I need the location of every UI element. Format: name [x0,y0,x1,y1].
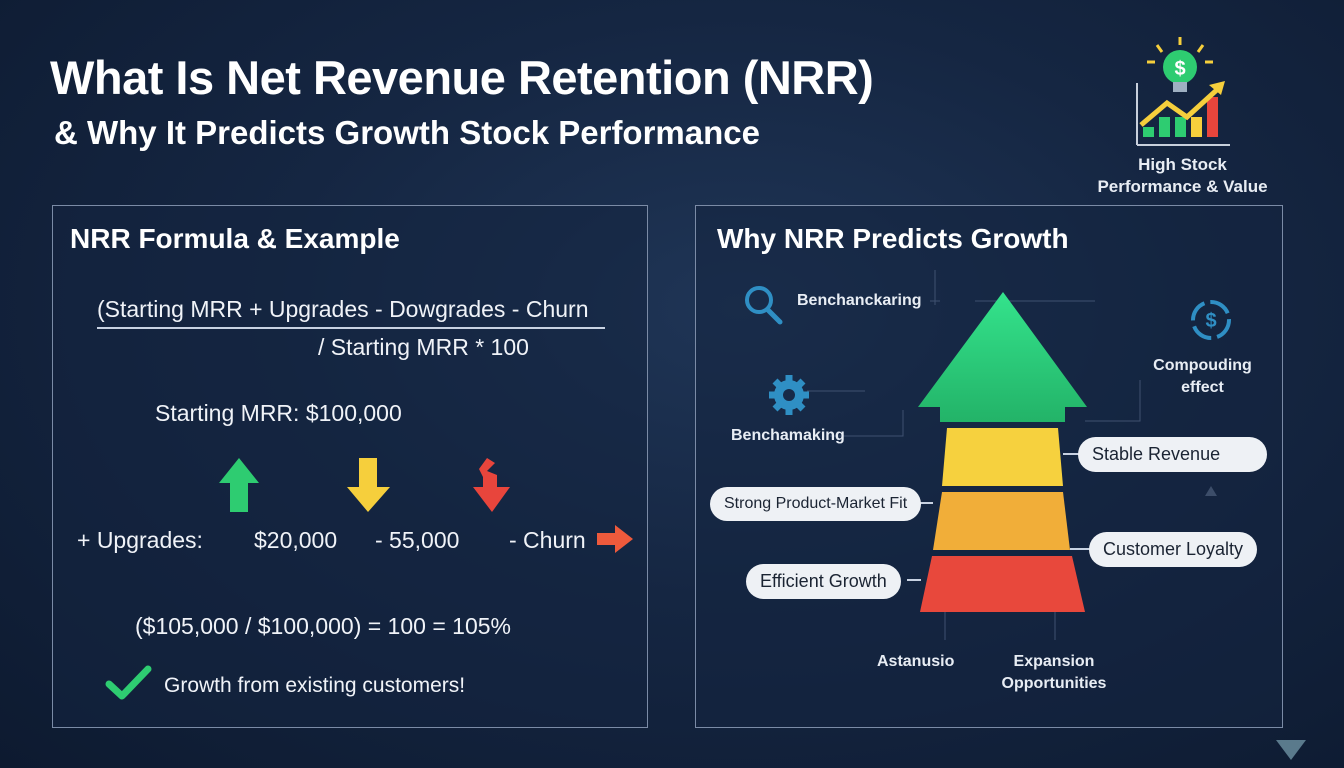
upgrades-value: $20,000 [254,527,338,553]
pill-customer-loyalty: Customer Loyalty [1089,532,1258,567]
label-gear: Benchamaking [731,427,845,444]
formula-panel-heading: NRR Formula & Example [70,223,400,254]
badge-label-line1: High Stock [1138,155,1227,174]
churn-arrow-icon [473,458,510,512]
checkmark-icon [105,665,152,700]
growth-panel-heading: Why NRR Predicts Growth [717,223,1069,254]
downgrades-value: - 55,000 [375,527,460,553]
label-search: Benchanckaring [797,292,922,309]
fraction-line [97,327,605,329]
lightbulb-growth-chart-icon: $ [1136,37,1230,146]
formula-denominator: / Starting MRR * 100 [318,334,529,360]
downgrade-arrow-icon [347,458,390,512]
churn-right-arrow-icon [597,525,633,553]
connector-lines [807,270,1141,640]
compounding-dollar-icon: $ [1191,300,1231,340]
churn-label: - Churn [509,527,586,553]
pill-stable-revenue: Stable Revenue [1078,437,1267,472]
pyramid-tier-red [920,556,1085,612]
page-title: What Is Net Revenue Retention (NRR) [50,51,874,104]
svg-text:$: $ [1205,310,1216,332]
label-compounding: Compouding effect [1153,357,1252,396]
upgrade-arrow-icon [219,458,259,512]
growth-arrow-head [918,292,1087,422]
decorative-triangle-down-icon [1276,740,1306,760]
page-subtitle: & Why It Predicts Growth Stock Performan… [54,114,760,151]
change-arrows [219,458,633,553]
badge-label: High Stock Performance & Value [1080,154,1285,198]
label-astanusio: Astanusio [877,653,955,670]
growth-pyramid: $ [745,270,1231,640]
badge-label-line2: Performance & Value [1097,177,1268,196]
decorative-triangle [1205,486,1217,496]
svg-text:$: $ [1174,58,1185,80]
pill-product-market-fit: Strong Product-Market Fit [710,487,922,521]
label-expansion: Expansion Opportunities [1001,653,1107,692]
gear-icon [769,375,809,415]
formula-panel [52,205,648,728]
pyramid-tier-orange [933,492,1070,550]
search-icon [745,286,783,325]
conclusion-text: Growth from existing customers! [164,674,466,697]
pyramid-tier-yellow [942,428,1063,486]
starting-mrr: Starting MRR: $100,000 [155,400,402,426]
pill-efficient-growth: Efficient Growth [746,564,901,599]
nrr-result: ($105,000 / $100,000) = 100 = 105% [135,613,511,639]
formula-numerator: (Starting MRR + Upgrades - Dowgrades - C… [97,296,589,322]
upgrades-label: + Upgrades: [77,527,203,553]
